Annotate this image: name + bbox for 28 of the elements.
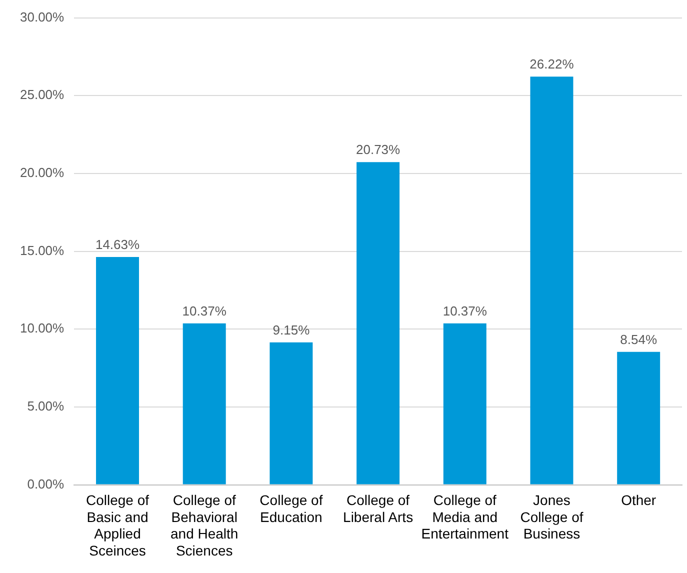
data-label: 10.37% [442, 303, 488, 318]
data-label: 14.63% [95, 237, 140, 252]
data-label: 26.22% [530, 56, 574, 72]
bar [182, 323, 226, 484]
x-tick-label: College of Liberal Arts [343, 492, 414, 525]
x-tick-label: College of Behavioral and Health Sciences [170, 492, 238, 558]
x-tick-label: College of Education [260, 492, 323, 525]
bar [96, 257, 140, 484]
y-tick-label: 0.00% [27, 476, 65, 492]
y-tick-label: 15.00% [20, 242, 65, 258]
y-tick-label: 5.00% [27, 398, 65, 414]
bar [443, 323, 486, 484]
x-tick-label: Other [621, 492, 656, 508]
data-label: 8.54% [620, 332, 658, 347]
y-tick-label: 20.00% [20, 165, 65, 180]
data-label: 20.73% [356, 142, 401, 158]
y-tick-label: 25.00% [20, 87, 65, 102]
y-tick-label: 10.00% [20, 320, 65, 336]
x-tick-label: Jones College of Business [520, 492, 584, 542]
data-label: 10.37% [182, 303, 227, 318]
bar [617, 352, 660, 484]
x-tick-label: College of Media and Entertainment [421, 492, 509, 542]
bar [530, 76, 574, 484]
y-tick-label: 30.00% [20, 9, 65, 24]
data-label: 9.15% [272, 322, 310, 338]
bar [270, 342, 313, 484]
bar [356, 162, 400, 484]
x-tick-label: College of Basic and Applied Sceinces [86, 492, 150, 558]
